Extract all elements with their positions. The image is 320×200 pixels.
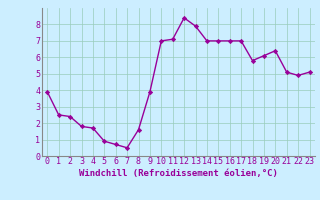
X-axis label: Windchill (Refroidissement éolien,°C): Windchill (Refroidissement éolien,°C) — [79, 169, 278, 178]
